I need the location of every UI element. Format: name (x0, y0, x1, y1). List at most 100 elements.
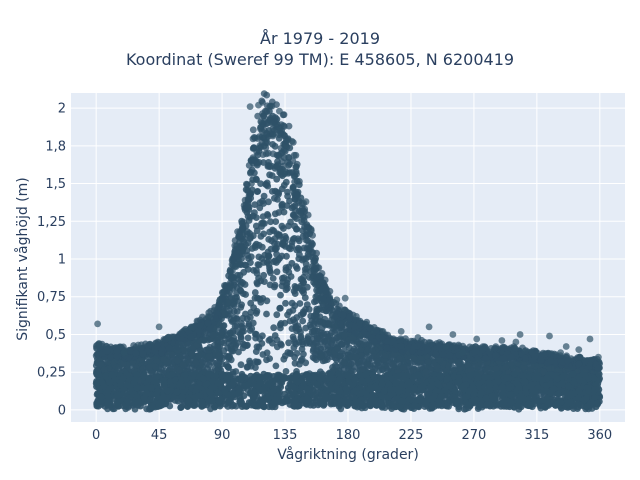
scatter-point (246, 357, 253, 365)
scatter-point (297, 333, 305, 340)
scatter-point (247, 299, 255, 307)
scatter-point (101, 366, 108, 373)
scatter-point (271, 283, 278, 291)
scatter-point (268, 162, 276, 170)
scatter-point (345, 344, 353, 352)
scatter-point (179, 361, 187, 369)
scatter-point (252, 330, 260, 338)
scatter-point (273, 336, 281, 344)
scatter-point (334, 333, 342, 341)
scatter-point (273, 311, 281, 319)
scatter-point (293, 225, 300, 233)
scatter-point (303, 265, 311, 272)
scatter-point (256, 296, 264, 303)
scatter-point (218, 328, 226, 336)
scatter-point (313, 307, 320, 315)
scatter-point (263, 297, 271, 305)
scatter-point (273, 163, 280, 171)
scatter-point (308, 317, 316, 324)
scatter-point (247, 259, 254, 266)
scatter-point (178, 403, 186, 411)
scatter-point (239, 344, 247, 352)
scatter-point (163, 358, 171, 366)
scatter-point (247, 309, 255, 316)
scatter-point (299, 317, 307, 325)
scatter-point (303, 336, 310, 344)
scatter-point (248, 245, 256, 252)
scatter-point (267, 269, 274, 277)
scatter-point (282, 352, 289, 360)
scatter-point (291, 359, 299, 367)
scatter-point (282, 299, 289, 307)
scatter-point (252, 309, 260, 317)
scatter-point (272, 362, 280, 370)
scatter-point (464, 361, 472, 369)
scatter-point (271, 194, 278, 202)
scatter-point (271, 240, 278, 247)
scatter-point (253, 214, 260, 222)
scatter-point (290, 203, 297, 211)
scatter-point (289, 306, 297, 314)
scatter-point (253, 270, 261, 277)
scatter-point (97, 361, 105, 369)
scatter-point (261, 278, 268, 285)
scatter-point (169, 351, 176, 359)
scatter-point (288, 325, 296, 332)
scatter-point (422, 368, 430, 376)
scatter-point (251, 201, 259, 209)
scatter-point (238, 320, 245, 327)
scatter-point (209, 331, 217, 339)
scatter-point (344, 364, 352, 372)
scatter-point (229, 327, 237, 335)
scatter-point (389, 361, 397, 369)
scatter-point (324, 338, 331, 345)
scatter-point (278, 200, 286, 208)
scatter-point (278, 222, 286, 230)
scatter-point (206, 343, 214, 351)
scatter-point (326, 332, 334, 340)
scatter-point (265, 236, 273, 243)
scatter-point (374, 362, 382, 370)
scatter-point (269, 275, 277, 282)
scatter-point (287, 273, 295, 280)
scatter-point (341, 332, 348, 339)
scatter-point (278, 341, 285, 349)
scatter-point (257, 180, 264, 188)
scatter-point (273, 175, 281, 183)
scatter-point (312, 293, 320, 301)
scatter-point (340, 347, 348, 355)
scatter-point (285, 222, 292, 230)
scatter-point (237, 361, 245, 369)
scatter-point (282, 266, 290, 274)
scatter-point (281, 242, 289, 250)
scatter-point (259, 351, 267, 358)
scatter-point (249, 319, 257, 327)
scatter-point (209, 359, 217, 366)
scatter-point (185, 359, 193, 366)
scatter-point (317, 353, 325, 361)
scatter-point (192, 359, 200, 367)
scatter-point (244, 212, 252, 220)
scatter-point (240, 238, 248, 246)
scatter-point (266, 335, 274, 343)
scatter-point (263, 310, 270, 318)
scatter-point (235, 348, 242, 356)
scatter-point (238, 255, 246, 262)
scatter-point (268, 188, 276, 195)
scatter-point (365, 353, 373, 361)
scatter-point (239, 314, 247, 322)
scatter-point (352, 353, 360, 361)
scatter-point (256, 199, 264, 207)
scatter-point (252, 348, 260, 355)
scatter-point (410, 355, 418, 362)
scatter-point (360, 357, 367, 365)
scatter-point (305, 305, 313, 313)
scatter-point (273, 268, 281, 276)
chart-title-line-2: Koordinat (Sweref 99 TM): E 458605, N 62… (125, 50, 515, 69)
scatter-point (285, 339, 292, 347)
scatter-point (218, 338, 226, 346)
scatter-point (449, 364, 457, 372)
data-points (92, 90, 604, 413)
